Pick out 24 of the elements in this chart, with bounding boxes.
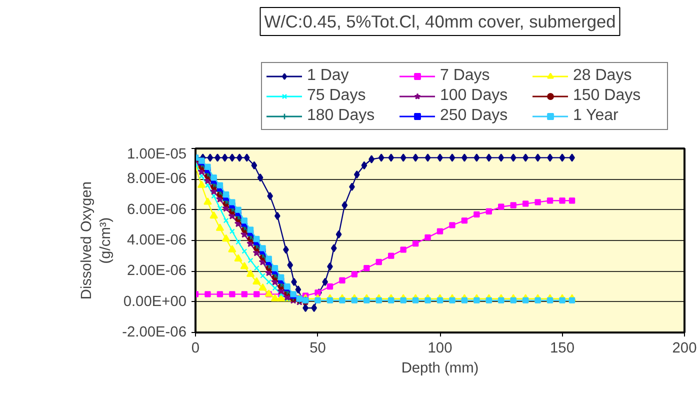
x-tick-label: 50 <box>310 340 326 356</box>
y-tick-label: 8.00E-06 <box>127 171 186 188</box>
y-tick-label: -2.00E-06 <box>122 324 187 340</box>
x-tick-label: 0 <box>191 340 200 356</box>
legend-label: 250 Days <box>440 107 509 125</box>
chart-title: W/C:0.45, 5%Tot.Cl, 40mm cover, submerged <box>264 12 616 32</box>
y-axis-title: Dissolved Oxygen (g/cm³) <box>78 181 114 300</box>
x-axis-title: Depth (mm) <box>401 360 479 376</box>
legend-label: 7 Days <box>440 67 491 85</box>
x-tick-label: 150 <box>550 340 574 356</box>
legend-label: 100 Days <box>440 87 509 105</box>
legend-label: 150 Days <box>573 87 642 105</box>
legend-label: 75 Days <box>307 87 367 105</box>
legend-label: 180 Days <box>307 107 376 125</box>
y-tick-label: 4.00E-06 <box>127 232 186 248</box>
legend-label: 1 Year <box>573 107 620 125</box>
y-tick-label: 1.00E-05 <box>127 146 186 162</box>
x-tick-label: 100 <box>428 340 452 356</box>
x-tick-label: 200 <box>672 340 697 356</box>
y-tick-label: 2.00E-06 <box>127 263 186 280</box>
legend-label: 28 Days <box>573 67 633 85</box>
y-tick-label: 6.00E-06 <box>127 202 186 218</box>
y-tick-label: 0.00E+00 <box>123 294 187 310</box>
legend-label: 1 Day <box>307 67 350 85</box>
